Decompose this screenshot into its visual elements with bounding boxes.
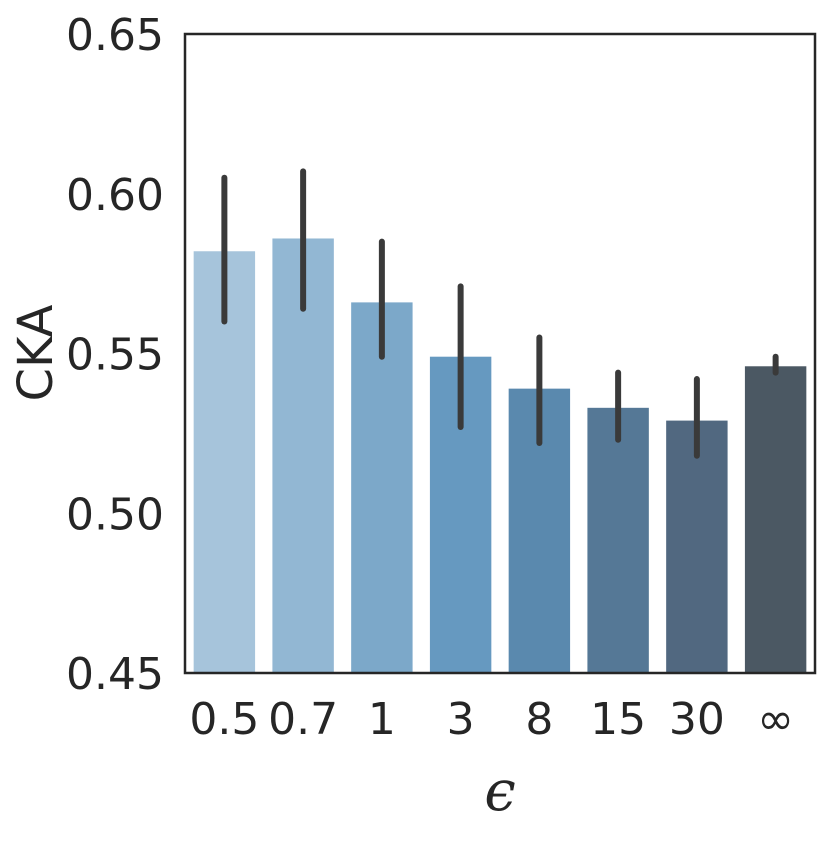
x-tick-label-3: 3 xyxy=(447,694,475,745)
bar-7 xyxy=(744,366,807,673)
error-bars-group xyxy=(221,168,779,459)
bar-6 xyxy=(666,420,728,673)
x-tick-label-5: 15 xyxy=(590,694,646,745)
y-axis-label: CKA xyxy=(8,304,64,401)
bar-5 xyxy=(587,407,649,673)
x-tick-label-0: 0.5 xyxy=(189,694,259,745)
x-axis-label: ϵ xyxy=(484,759,515,824)
x-tick-label-6: 30 xyxy=(669,694,725,745)
x-tick-label-4: 8 xyxy=(525,694,553,745)
bars-group xyxy=(193,238,807,674)
y-tick-label-4: 0.65 xyxy=(66,10,164,61)
x-tick-label-2: 1 xyxy=(368,694,396,745)
x-tick-label-7: ∞ xyxy=(757,694,794,745)
plot-frame xyxy=(183,32,817,675)
y-tick-label-1: 0.50 xyxy=(66,489,164,540)
y-tick-label-0: 0.45 xyxy=(66,649,164,700)
x-tick-label-1: 0.7 xyxy=(268,694,338,745)
y-tick-label-2: 0.55 xyxy=(66,330,164,381)
x-tick-labels: 0.5 0.7 1 3 8 15 30 ∞ xyxy=(189,694,794,745)
y-tick-label-3: 0.60 xyxy=(66,170,164,221)
y-tick-labels: 0.45 0.50 0.55 0.60 0.65 xyxy=(66,10,164,700)
bar-2 xyxy=(351,302,413,673)
